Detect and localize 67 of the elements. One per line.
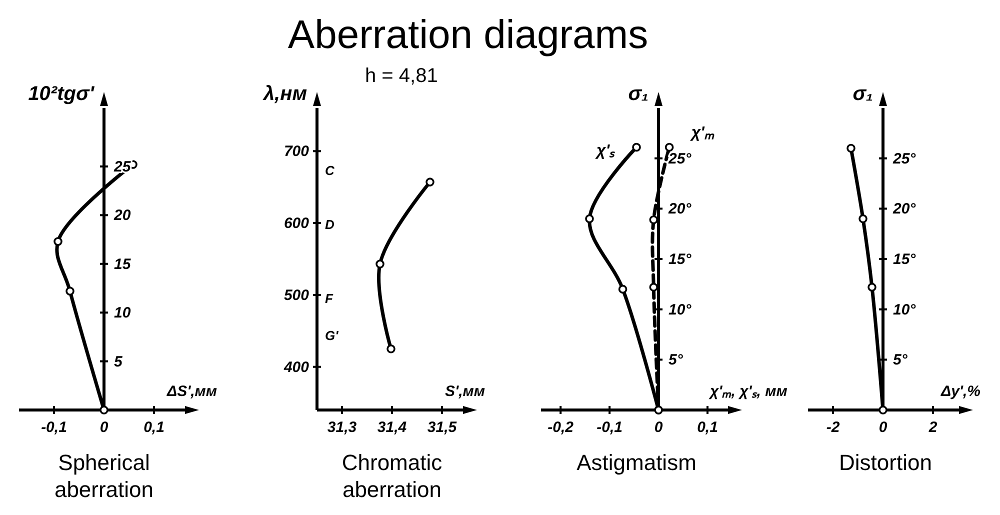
point [649,282,658,292]
x-tick-label: 0 [654,419,664,436]
y-tick-label: 5° [893,352,908,369]
point [585,214,594,224]
text: Distortion [839,450,932,475]
point [858,214,868,224]
x-axis-title: ΔS',мм [166,383,218,400]
annotation: F [325,291,334,306]
x-tick-label: 31,5 [427,419,458,436]
text: Spherical aberration [54,450,154,502]
series-label: χ'ₛ [594,142,616,160]
y-tick-label: 10° [668,301,692,318]
x-tick-label: 2 [928,419,938,436]
point [386,344,396,354]
text: h = 4,81 [365,65,438,87]
point [100,406,108,414]
x-axis-title: Δy',% [940,383,980,400]
y-tick-label: 400 [282,358,310,376]
y-tick-label: 15 [114,256,132,273]
text: Chromatic aberration [342,450,442,502]
point [376,260,384,268]
point [66,286,74,296]
point [618,284,628,294]
y-tick-label: 20° [668,200,692,218]
point [846,144,856,153]
y-tick-label: 10 [114,304,132,322]
annotation: C [325,163,335,178]
y-tick-label: 25° [892,150,917,168]
x-tick-label: 0 [878,419,888,436]
y-tick-label: 10° [893,301,917,318]
point [426,178,434,186]
y-axis-title: λ,нм [262,83,308,105]
y-tick-label: 25° [668,150,692,168]
y-tick-label: 15° [668,251,692,268]
series-label: χ'ₘ [689,124,714,142]
y-tick-label: 700 [284,143,310,160]
point [54,237,62,246]
text: Aberration diagrams [288,13,648,57]
y-axis-title: 10²tgσ' [28,83,96,105]
annotation: D [325,217,335,232]
annotation: G' [325,328,340,343]
point [878,406,888,414]
y-tick-label: 600 [284,215,310,232]
y-tick-label: 5 [114,353,123,370]
x-tick-label: -2 [826,419,840,436]
x-tick-label: 0,1 [144,419,164,436]
point [868,282,876,292]
y-tick-label: 15° [893,251,917,268]
y-tick-label: 5° [668,352,684,369]
y-tick-label: 20° [892,200,917,218]
x-tick-label: 0 [100,419,109,436]
text: Astigmatism [576,450,696,475]
x-tick-label: 0,1 [697,419,718,436]
x-axis-title: χ'ₘ, χ'ₛ, мм [708,383,788,400]
y-tick-label: 500 [284,286,310,304]
y-tick-label: 20 [113,207,132,224]
x-tick-label: -0,1 [41,419,67,436]
x-axis-title: S',мм [445,383,485,400]
x-tick-label: -0,1 [596,419,622,436]
point [649,215,658,224]
x-tick-label: -0,2 [548,419,574,436]
y-axis-title: σ₁ [852,83,873,105]
x-tick-label: 31,3 [327,419,358,436]
y-axis-title: σ₁ [628,83,649,105]
point [664,142,674,152]
x-tick-label: 31,4 [377,419,408,436]
point [632,142,641,152]
